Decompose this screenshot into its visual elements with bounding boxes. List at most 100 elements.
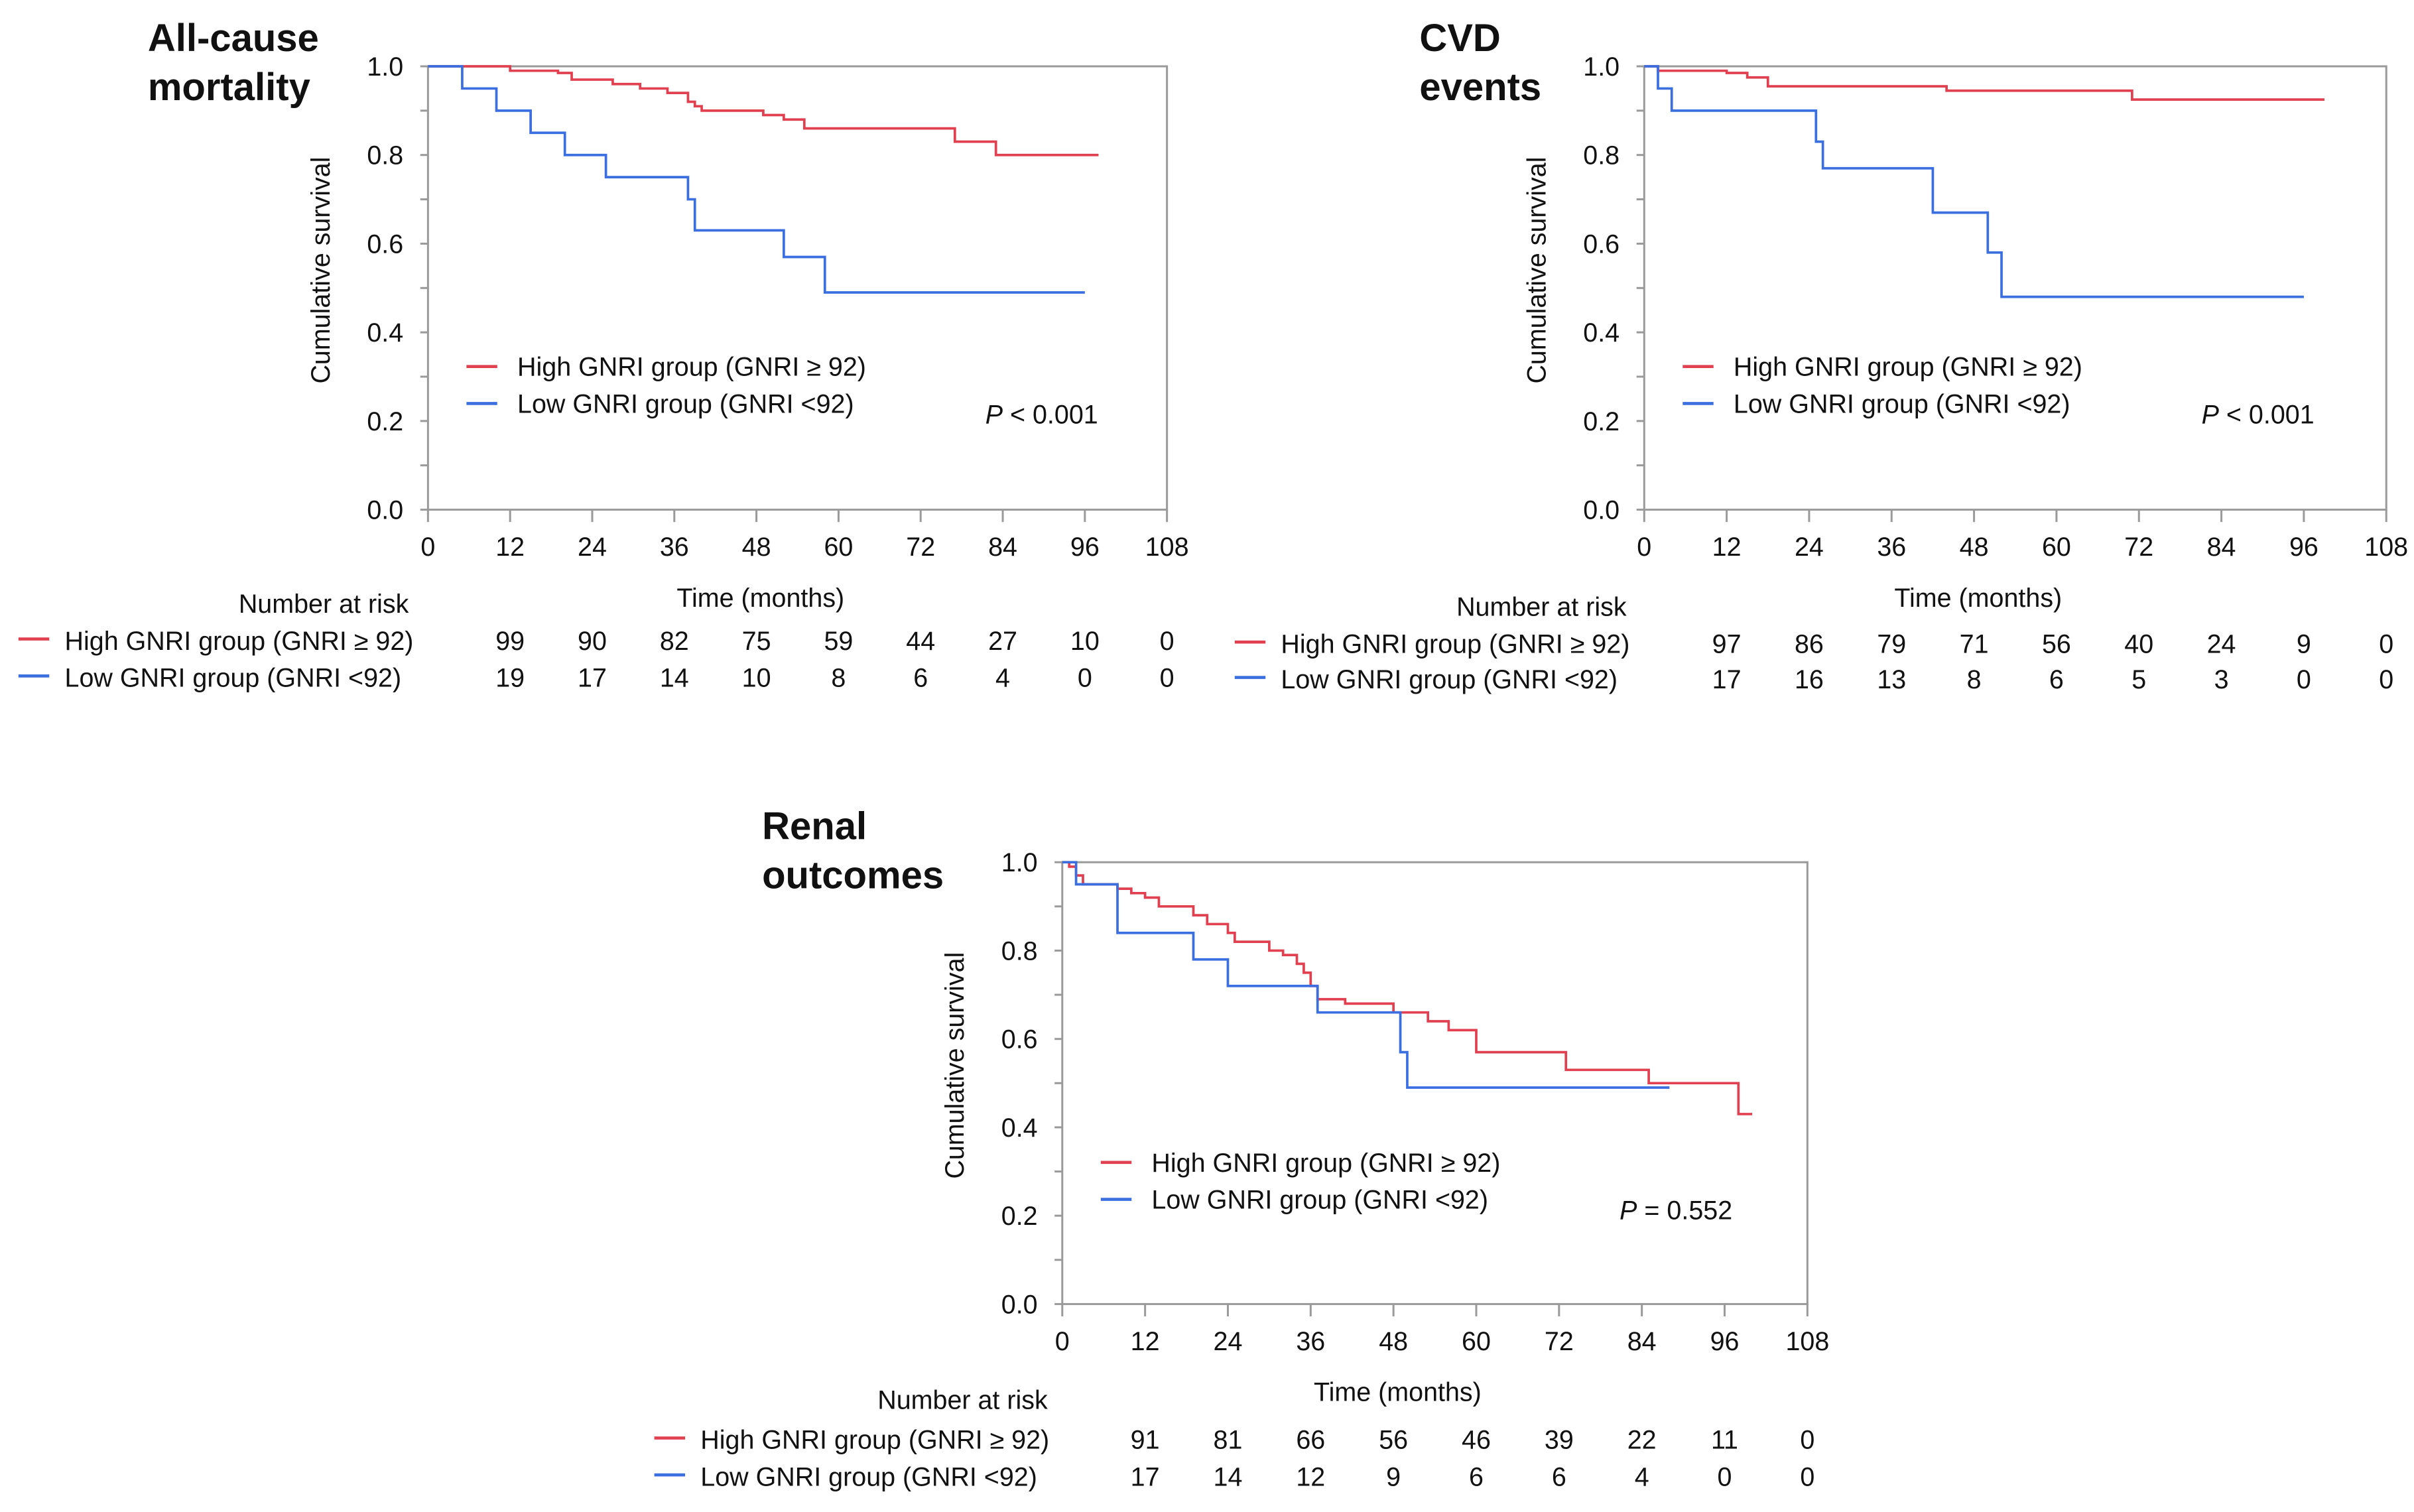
- risk-count: 86: [1795, 629, 1824, 659]
- risk-count: 8: [831, 664, 846, 693]
- chart-title: mortality: [148, 66, 310, 109]
- y-tick-label: 0.2: [1001, 1202, 1038, 1231]
- y-tick-label: 0.8: [1001, 936, 1038, 966]
- chart-title: events: [1419, 66, 1541, 109]
- x-tick-label: 108: [1145, 533, 1189, 562]
- y-tick-label: 0.2: [1583, 407, 1620, 436]
- risk-row-label: Low GNRI group (GNRI <92): [1281, 665, 1618, 694]
- survival-curve-low: [1062, 861, 1670, 1089]
- risk-row-label: Low GNRI group (GNRI <92): [65, 664, 402, 693]
- risk-count: 19: [495, 664, 525, 693]
- y-tick-label: 0.4: [1001, 1113, 1038, 1143]
- risk-count: 8: [1967, 665, 1982, 694]
- y-axis-label: Cumulative survival: [306, 157, 336, 384]
- p-value: P = 0.552: [1620, 1196, 1732, 1226]
- risk-row-label: High GNRI group (GNRI ≥ 92): [700, 1426, 1049, 1455]
- x-tick-label: 24: [578, 533, 607, 562]
- risk-count: 22: [1627, 1426, 1657, 1455]
- risk-count: 0: [1800, 1426, 1814, 1455]
- risk-count: 27: [988, 627, 1017, 656]
- risk-count: 0: [1078, 664, 1092, 693]
- p-value-symbol: P: [2202, 401, 2220, 430]
- risk-count: 4: [1635, 1462, 1649, 1491]
- p-value: P < 0.001: [2202, 401, 2315, 430]
- x-tick-label: 12: [1712, 533, 1742, 562]
- risk-count: 9: [1386, 1462, 1401, 1491]
- x-tick-label: 72: [1545, 1327, 1574, 1356]
- legend-label: Low GNRI group (GNRI <92): [1734, 389, 2070, 418]
- risk-count: 17: [578, 664, 607, 693]
- risk-count: 56: [1379, 1426, 1408, 1455]
- risk-count: 13: [1877, 665, 1906, 694]
- legend-label: High GNRI group (GNRI ≥ 92): [1151, 1149, 1500, 1178]
- y-tick-label: 0.4: [1583, 318, 1620, 347]
- survival-curve-low: [1644, 65, 2304, 298]
- y-tick-label: 1.0: [1001, 848, 1038, 877]
- p-value-symbol: P: [1620, 1196, 1637, 1226]
- y-tick-label: 0.6: [1583, 229, 1620, 259]
- x-tick-label: 48: [1960, 533, 1989, 562]
- x-tick-label: 108: [1785, 1327, 1829, 1356]
- x-tick-label: 36: [1877, 533, 1906, 562]
- risk-count: 39: [1545, 1426, 1574, 1455]
- km-chart-0: All-cause mortality 0.0 0.2 0.4 0.6 0.8 1.0 0 12 2…: [18, 17, 1189, 693]
- x-axis-label: Time (months): [1894, 584, 2062, 613]
- risk-count: 11: [1711, 1426, 1738, 1455]
- risk-count: 40: [2124, 629, 2153, 659]
- survival-curve-low: [428, 65, 1085, 294]
- risk-count: 46: [1462, 1426, 1491, 1455]
- legend-label: Low GNRI group (GNRI <92): [1151, 1186, 1488, 1215]
- survival-curve-high: [1062, 861, 1753, 1115]
- x-tick-label: 96: [2289, 533, 2319, 562]
- risk-count: 44: [906, 627, 935, 656]
- x-tick-label: 84: [1627, 1327, 1657, 1356]
- x-axis-label: Time (months): [1314, 1378, 1482, 1407]
- x-tick-label: 72: [906, 533, 935, 562]
- risk-count: 16: [1795, 665, 1824, 694]
- x-tick-label: 24: [1214, 1327, 1243, 1356]
- risk-count: 97: [1712, 629, 1742, 659]
- y-tick-label: 0.0: [1001, 1290, 1038, 1319]
- survival-curve-high: [428, 65, 1099, 157]
- y-tick-label: 0.8: [367, 141, 403, 170]
- x-tick-label: 0: [420, 533, 435, 562]
- x-tick-label: 24: [1795, 533, 1824, 562]
- risk-count: 91: [1131, 1426, 1160, 1455]
- y-tick-label: 0.6: [1001, 1025, 1038, 1054]
- x-tick-label: 12: [495, 533, 525, 562]
- legend-label: Low GNRI group (GNRI <92): [517, 389, 854, 418]
- risk-count: 10: [742, 664, 771, 693]
- risk-count: 17: [1712, 665, 1742, 694]
- risk-count: 99: [495, 627, 525, 656]
- p-value-text: < 0.001: [1003, 401, 1098, 430]
- risk-count: 24: [2207, 629, 2236, 659]
- risk-count: 6: [1552, 1462, 1566, 1491]
- risk-count: 10: [1070, 627, 1100, 656]
- risk-table-header: Number at risk: [1456, 593, 1627, 622]
- p-value-text: < 0.001: [2219, 401, 2315, 430]
- chart-title: Renal: [762, 804, 867, 848]
- x-tick-label: 96: [1710, 1327, 1740, 1356]
- x-tick-label: 96: [1070, 533, 1100, 562]
- risk-count: 0: [1160, 627, 1175, 656]
- x-tick-label: 84: [988, 533, 1017, 562]
- risk-count: 6: [913, 664, 928, 693]
- risk-count: 71: [1960, 629, 1989, 659]
- x-tick-label: 72: [2124, 533, 2153, 562]
- p-value-text: = 0.552: [1637, 1196, 1732, 1226]
- risk-count: 75: [742, 627, 771, 656]
- x-tick-label: 60: [1462, 1327, 1491, 1356]
- risk-count: 0: [2297, 665, 2311, 694]
- risk-count: 0: [2379, 665, 2393, 694]
- legend-label: High GNRI group (GNRI ≥ 92): [1734, 353, 2082, 382]
- y-tick-label: 1.0: [1583, 52, 1620, 82]
- p-value-symbol: P: [985, 401, 1003, 430]
- risk-count: 66: [1296, 1426, 1325, 1455]
- chart-title: All-cause: [148, 17, 319, 60]
- risk-count: 79: [1877, 629, 1906, 659]
- x-tick-label: 36: [660, 533, 689, 562]
- x-tick-label: 48: [1379, 1327, 1408, 1356]
- risk-count: 6: [1469, 1462, 1484, 1491]
